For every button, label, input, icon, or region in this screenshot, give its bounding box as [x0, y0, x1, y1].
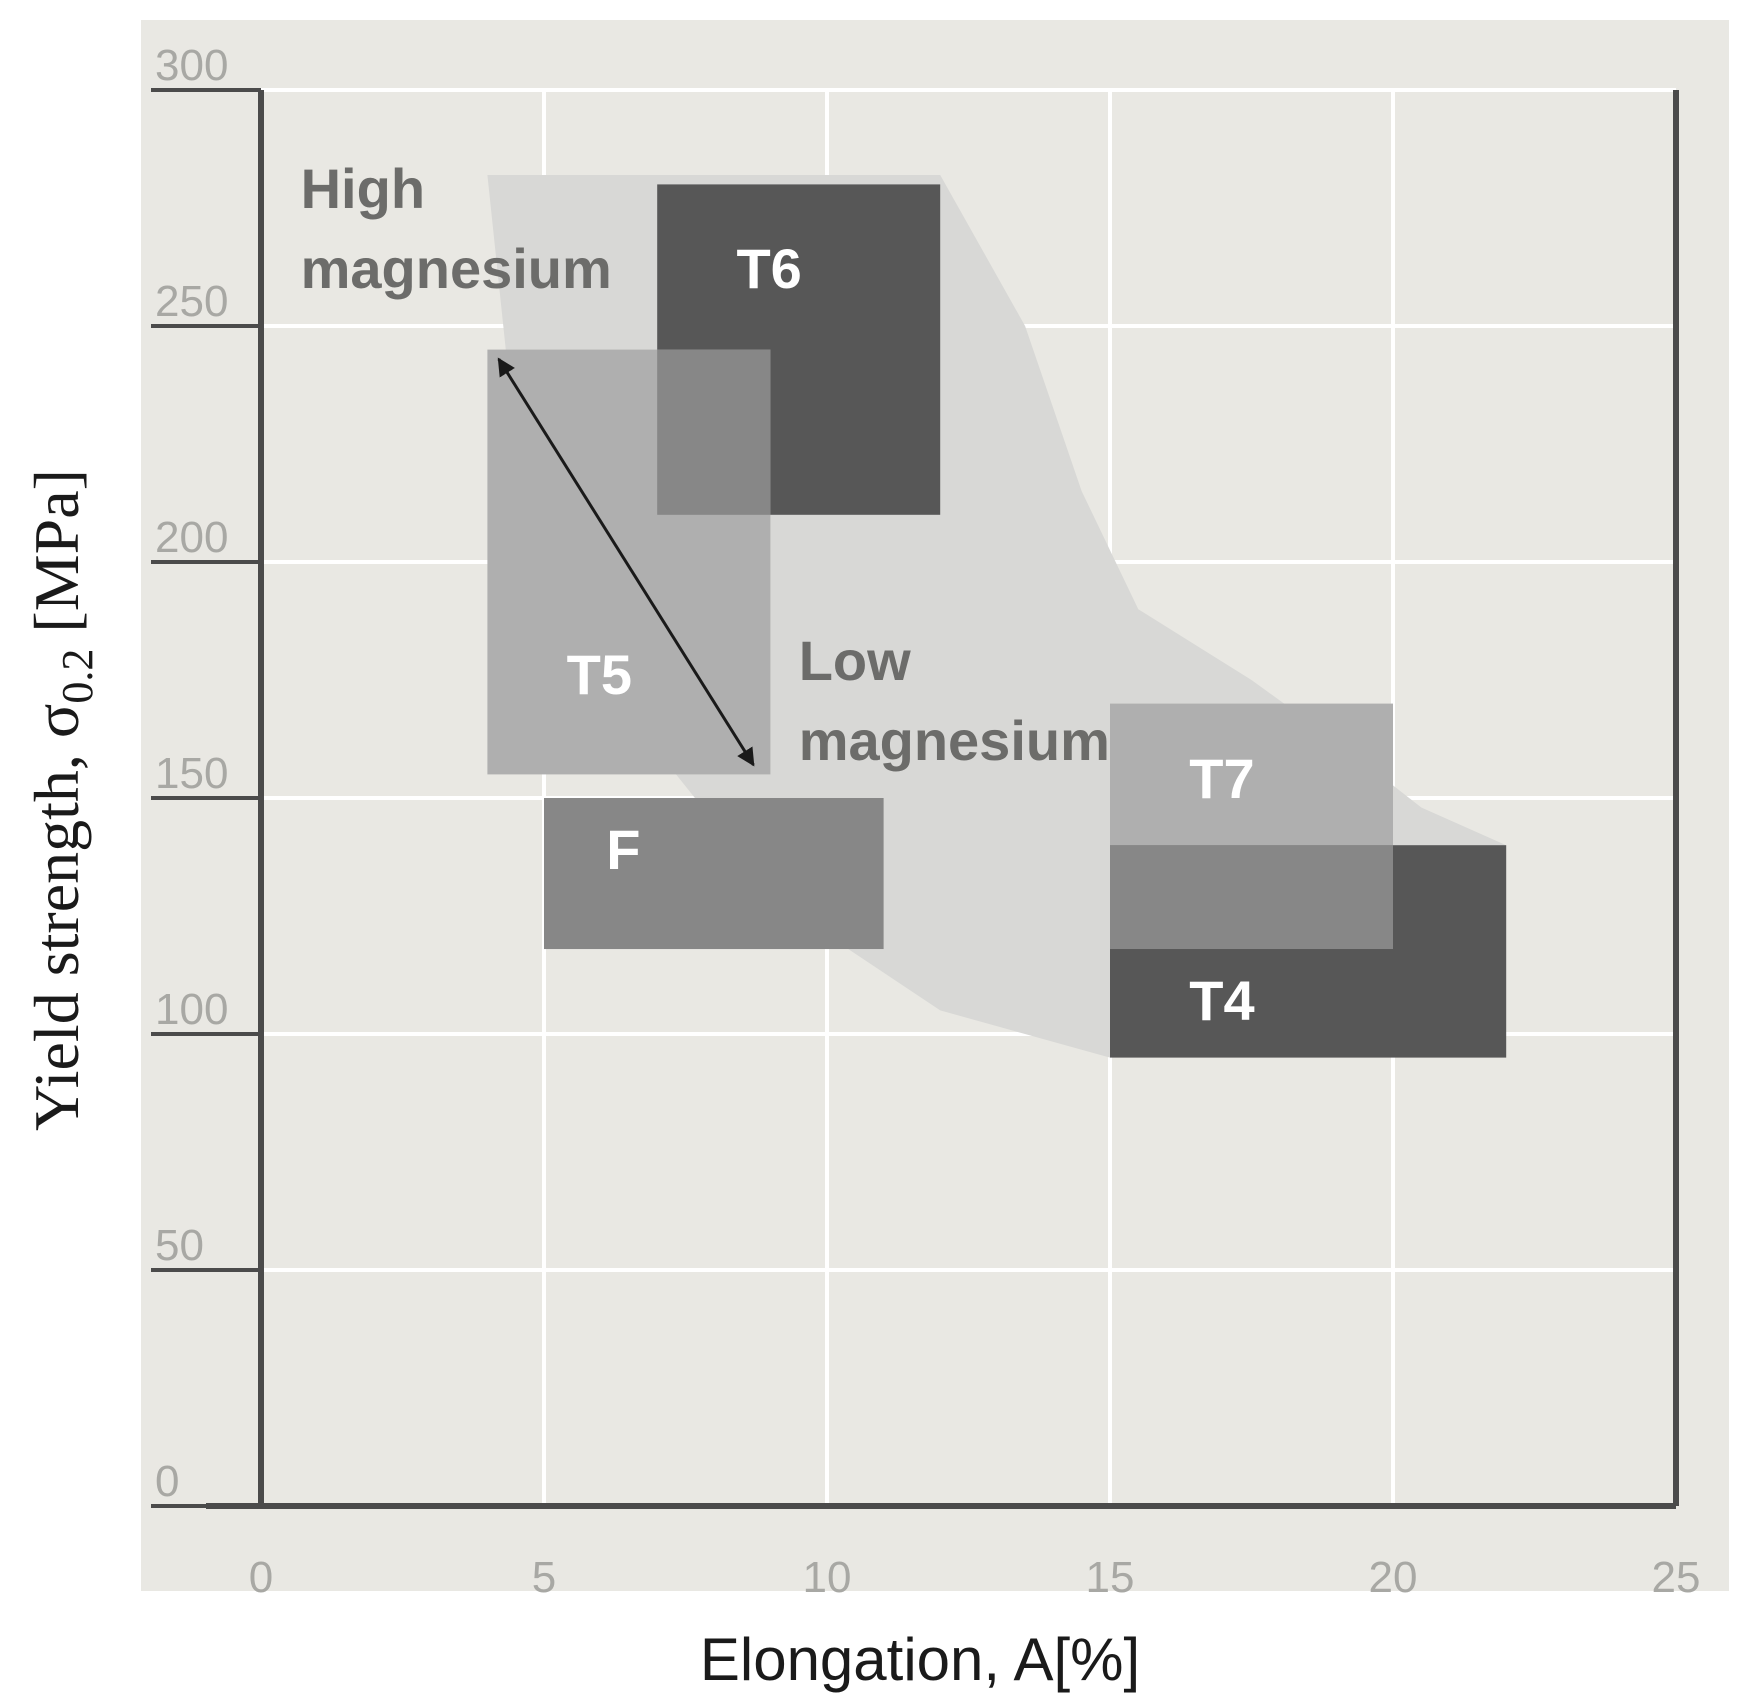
region-label-t6: T6 — [736, 237, 801, 300]
annotations: High magnesium Low magnesium — [301, 157, 1110, 772]
region-label-f: F — [606, 818, 640, 881]
region-label-t5: T5 — [567, 643, 632, 706]
y-axis-title-unit: [MPa] — [21, 469, 92, 649]
y-axis-title-subscript: 0.2 — [53, 649, 102, 704]
axes: 0 50 100 150 200 250 300 0 5 10 15 20 25 — [151, 41, 1700, 1602]
y-tick-label: 150 — [155, 749, 228, 798]
magnesium-arrow — [497, 357, 755, 767]
y-tick-label: 200 — [155, 513, 228, 562]
region-label-t7: T7 — [1189, 747, 1254, 810]
y-axis-title-main: Yield strength, σ — [21, 704, 92, 1131]
x-tick-label: 10 — [803, 1553, 852, 1602]
y-tick-label: 100 — [155, 985, 228, 1034]
x-tick-label: 5 — [532, 1553, 556, 1602]
x-tick-label: 0 — [249, 1553, 273, 1602]
region-overlap — [1110, 845, 1393, 950]
y-tick-label: 50 — [155, 1221, 204, 1270]
x-axis-title: Elongation, A[%] — [700, 1626, 1140, 1693]
x-tick-label: 15 — [1086, 1553, 1135, 1602]
region-label-t4: T4 — [1189, 969, 1254, 1032]
annotation: magnesium — [301, 237, 612, 300]
y-tick-label: 0 — [155, 1457, 179, 1506]
annotation: Low — [799, 629, 911, 692]
y-tick-label: 300 — [155, 41, 228, 90]
annotation: magnesium — [799, 709, 1110, 772]
y-axis-title: Yield strength, σ0.2 [MPa] — [21, 469, 102, 1131]
y-tick-label: 250 — [155, 277, 228, 326]
annotation: High — [301, 157, 425, 220]
region-f — [544, 798, 884, 950]
region-t7 — [1110, 703, 1393, 846]
x-tick-label: 20 — [1369, 1553, 1418, 1602]
x-tick-label: 25 — [1652, 1553, 1701, 1602]
region-overlap — [657, 349, 771, 515]
